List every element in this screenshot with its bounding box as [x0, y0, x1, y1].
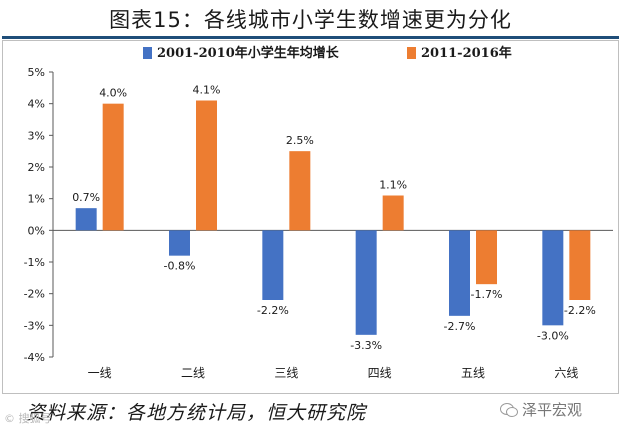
source-note: 资料来源：各地方统计局，恒大研究院	[26, 402, 367, 424]
x-tick-label: 四线	[368, 366, 392, 380]
y-tick-label: 3%	[28, 129, 45, 142]
data-label: 4.0%	[99, 87, 127, 100]
y-tick-label: -4%	[24, 351, 45, 364]
bar-chart: -4% -3% -2% -1% 0% 1% 2% 3% 4% 5% 0.7% 4.0% 一线 -0.8% 4…	[24, 45, 613, 380]
bar-series1	[262, 230, 284, 300]
data-label: 2.5%	[286, 134, 314, 147]
data-label: -3.3%	[350, 339, 382, 352]
wechat-icon	[500, 402, 518, 417]
bar-series1	[355, 230, 377, 335]
legend-swatch	[143, 47, 152, 59]
bar-series2	[102, 103, 124, 231]
y-tick-label: 0%	[28, 224, 45, 237]
y-tick-label: -3%	[24, 319, 45, 332]
legend-label: 2011-2016年	[421, 45, 512, 61]
x-tick-label: 五线	[461, 366, 485, 380]
watermark-left: © 搜狐号	[4, 412, 52, 425]
chart-title: 图表15：各线城市小学生数增速更为分化	[109, 8, 512, 32]
data-label: -2.7%	[444, 320, 476, 333]
legend-label: 2001-2010年小学生年均增长	[157, 45, 340, 61]
data-label: 4.1%	[193, 84, 221, 97]
bar-series2	[382, 195, 404, 231]
data-label: -2.2%	[564, 304, 596, 317]
y-tick-label: -1%	[24, 256, 45, 269]
bar-series1	[75, 208, 97, 231]
bar-series1	[169, 230, 190, 256]
y-tick-label: -2%	[24, 288, 45, 301]
y-tick-label: 5%	[28, 66, 45, 79]
data-label: 0.7%	[72, 191, 100, 204]
y-tick-label: 2%	[28, 161, 45, 174]
bar-series2	[476, 230, 497, 285]
x-tick-label: 六线	[554, 366, 578, 380]
watermark-right: 泽平宏观	[500, 399, 582, 420]
data-label: -0.8%	[164, 260, 196, 273]
bar-series2	[289, 151, 311, 231]
x-tick-label: 一线	[88, 366, 112, 380]
x-tick-label: 三线	[274, 366, 298, 380]
bar-series2	[196, 100, 217, 231]
chart-frame: -4% -3% -2% -1% 0% 1% 2% 3% 4% 5% 0.7% 4.0% 一线 -0.8% 4…	[2, 40, 619, 394]
data-label: -1.7%	[471, 288, 503, 301]
title-divider	[2, 36, 619, 39]
y-tick-label: 1%	[28, 193, 45, 206]
data-label: 1.1%	[379, 179, 407, 192]
bar-series1	[542, 230, 564, 326]
bar-series2	[569, 230, 591, 300]
data-label: -3.0%	[537, 329, 569, 342]
x-tick-label: 二线	[181, 366, 205, 380]
data-label: -2.2%	[257, 304, 289, 317]
watermark-right-label: 泽平宏观	[522, 401, 583, 419]
legend-swatch	[407, 47, 416, 59]
bar-series1	[449, 230, 470, 316]
y-tick-label: 4%	[28, 98, 45, 111]
